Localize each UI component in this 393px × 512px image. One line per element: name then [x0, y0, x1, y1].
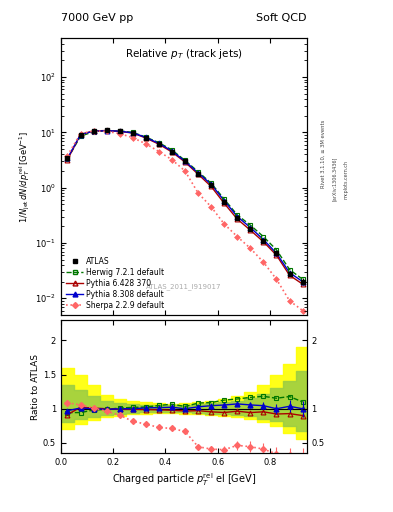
Text: [arXiv:1306.3436]: [arXiv:1306.3436] — [332, 157, 337, 201]
Text: mcplots.cern.ch: mcplots.cern.ch — [344, 160, 349, 199]
Text: ATLAS_2011_I919017: ATLAS_2011_I919017 — [146, 283, 222, 290]
Legend: ATLAS, Herwig 7.2.1 default, Pythia 6.428 370, Pythia 8.308 default, Sherpa 2.2.: ATLAS, Herwig 7.2.1 default, Pythia 6.42… — [63, 254, 167, 313]
Text: Rivet 3.1.10, ≥ 3M events: Rivet 3.1.10, ≥ 3M events — [320, 119, 325, 188]
Y-axis label: $1/N_\mathrm{jet}\, dN/dp^\mathrm{rel}_T\, [\mathrm{GeV}^{-1}]$: $1/N_\mathrm{jet}\, dN/dp^\mathrm{rel}_T… — [18, 131, 33, 223]
Y-axis label: Ratio to ATLAS: Ratio to ATLAS — [31, 354, 40, 419]
Text: 7000 GeV pp: 7000 GeV pp — [61, 13, 133, 23]
X-axis label: Charged particle $p^\mathrm{rel}_T$ el [GeV]: Charged particle $p^\mathrm{rel}_T$ el [… — [112, 471, 256, 488]
Text: Soft QCD: Soft QCD — [256, 13, 307, 23]
Text: Relative $p_T$ (track jets): Relative $p_T$ (track jets) — [125, 47, 242, 61]
